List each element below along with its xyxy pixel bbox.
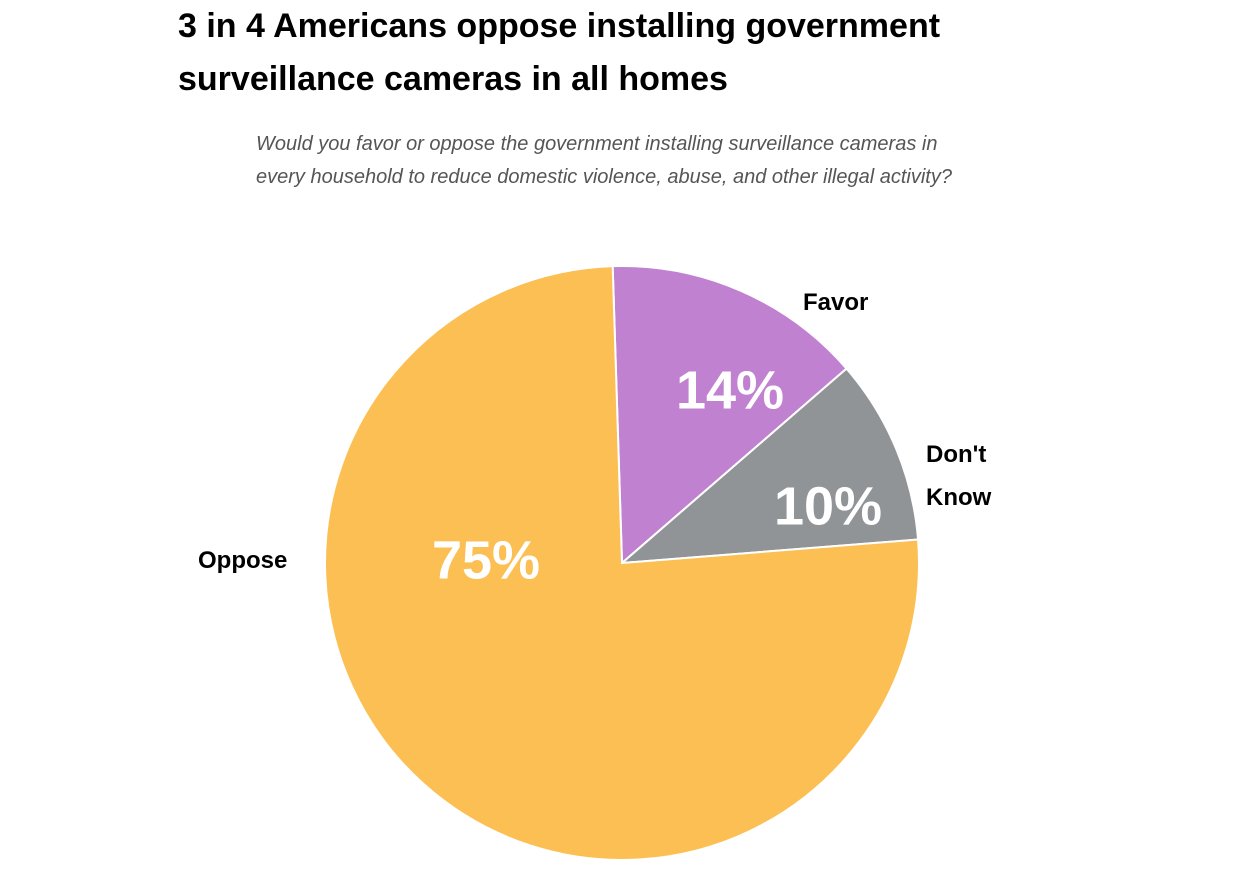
chart-subtitle: Would you favor or oppose the government… <box>256 133 952 188</box>
category-label-oppose: Oppose <box>198 547 287 574</box>
pie-category-labels: Favor Don't Know Oppose <box>198 289 992 574</box>
category-label-line: Don't <box>926 441 986 468</box>
category-label-favor: Favor <box>803 289 868 316</box>
category-label-dont-know: Don't Know <box>926 441 992 511</box>
category-label-line: Oppose <box>198 547 287 574</box>
pie-slice-oppose <box>324 265 920 861</box>
category-label-line: Know <box>926 484 992 511</box>
pie-slice-favor <box>611 265 848 566</box>
value-label-favor: 14% <box>676 360 784 420</box>
category-label-line: Favor <box>803 289 868 316</box>
pie-value-labels: 14% 10% 75% <box>432 360 882 590</box>
pie-slice-dont-know <box>619 367 920 565</box>
pie-slices <box>324 265 920 861</box>
value-label-oppose: 75% <box>432 530 540 590</box>
chart-title: 3 in 4 Americans oppose installing gover… <box>178 7 941 98</box>
value-label-dont-know: 10% <box>774 476 882 536</box>
